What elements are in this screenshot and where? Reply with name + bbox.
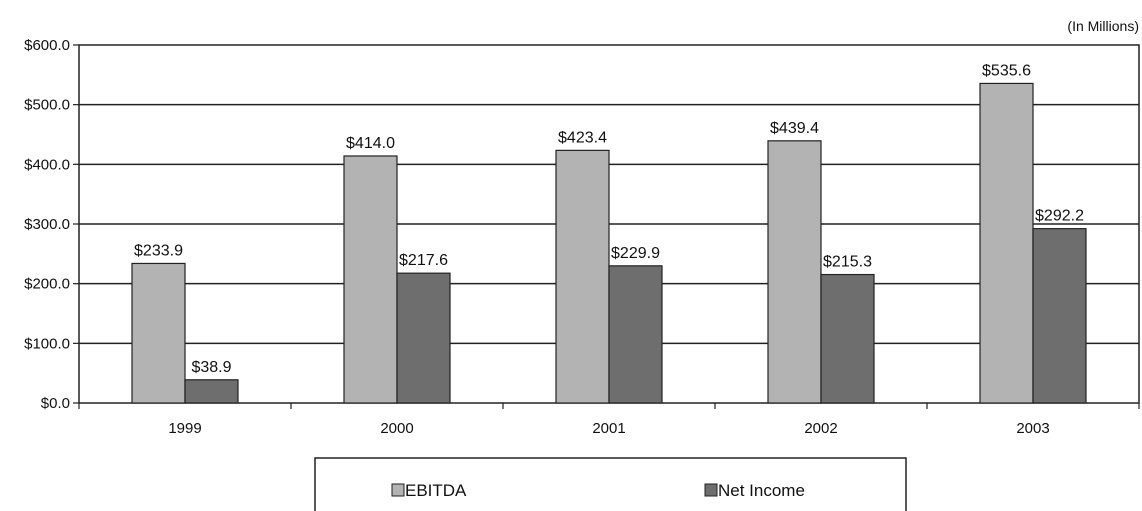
y-tick-label: $100.0 <box>24 335 70 352</box>
bar-net-income <box>608 265 663 404</box>
bar-net-income <box>1032 228 1087 404</box>
data-label-ebitda: $414.0 <box>346 135 395 152</box>
bar-ebitda <box>767 140 822 404</box>
x-tick-label: 2003 <box>1016 420 1049 437</box>
data-label-net-income: $292.2 <box>1035 208 1084 225</box>
legend: EBITDA Net Income <box>314 457 907 511</box>
bar-ebitda <box>343 155 398 404</box>
bars: $233.9 $414.0 $423.4 $439.4 $535.6 $38.9 $217.… <box>131 62 1087 404</box>
y-tick-label: $600.0 <box>24 37 70 54</box>
bar-ebitda <box>131 262 186 404</box>
data-label-ebitda: $535.6 <box>982 62 1031 79</box>
x-tick-label: 2000 <box>380 420 413 437</box>
bar-net-income <box>396 272 451 404</box>
data-label-net-income: $215.3 <box>823 254 872 271</box>
y-tick-label: $300.0 <box>24 216 70 233</box>
data-label-ebitda: $423.4 <box>558 129 607 146</box>
data-label-net-income: $38.9 <box>191 359 231 376</box>
bar-ebitda <box>555 149 610 404</box>
legend-swatch-net-income <box>704 483 718 497</box>
bar-net-income <box>184 379 239 404</box>
y-tick-label: $0.0 <box>41 395 70 412</box>
x-tick-label: 2002 <box>804 420 837 437</box>
y-tick-label: $200.0 <box>24 276 70 293</box>
data-label-ebitda: $233.9 <box>134 242 183 259</box>
y-tick-label: $400.0 <box>24 156 70 173</box>
legend-swatch-ebitda <box>391 483 405 497</box>
legend-label-net-income: Net Income <box>718 481 805 500</box>
y-axis: $0.0 $100.0 $200.0 $300.0 $400.0 $500.0 $600.0 <box>24 37 79 412</box>
data-label-net-income: $229.9 <box>611 245 660 262</box>
bar-net-income <box>820 273 875 404</box>
unit-note: (In Millions) <box>1067 18 1139 34</box>
x-tick-label: 2001 <box>592 420 625 437</box>
data-label-net-income: $217.6 <box>399 252 448 269</box>
y-tick-label: $500.0 <box>24 97 70 114</box>
bar-ebitda <box>979 82 1034 404</box>
x-axis: 1999 2000 2001 2002 2003 <box>78 403 1140 437</box>
legend-box <box>314 457 907 511</box>
data-label-ebitda: $439.4 <box>770 120 819 137</box>
legend-label-ebitda: EBITDA <box>405 481 467 500</box>
x-tick-label: 1999 <box>168 420 201 437</box>
